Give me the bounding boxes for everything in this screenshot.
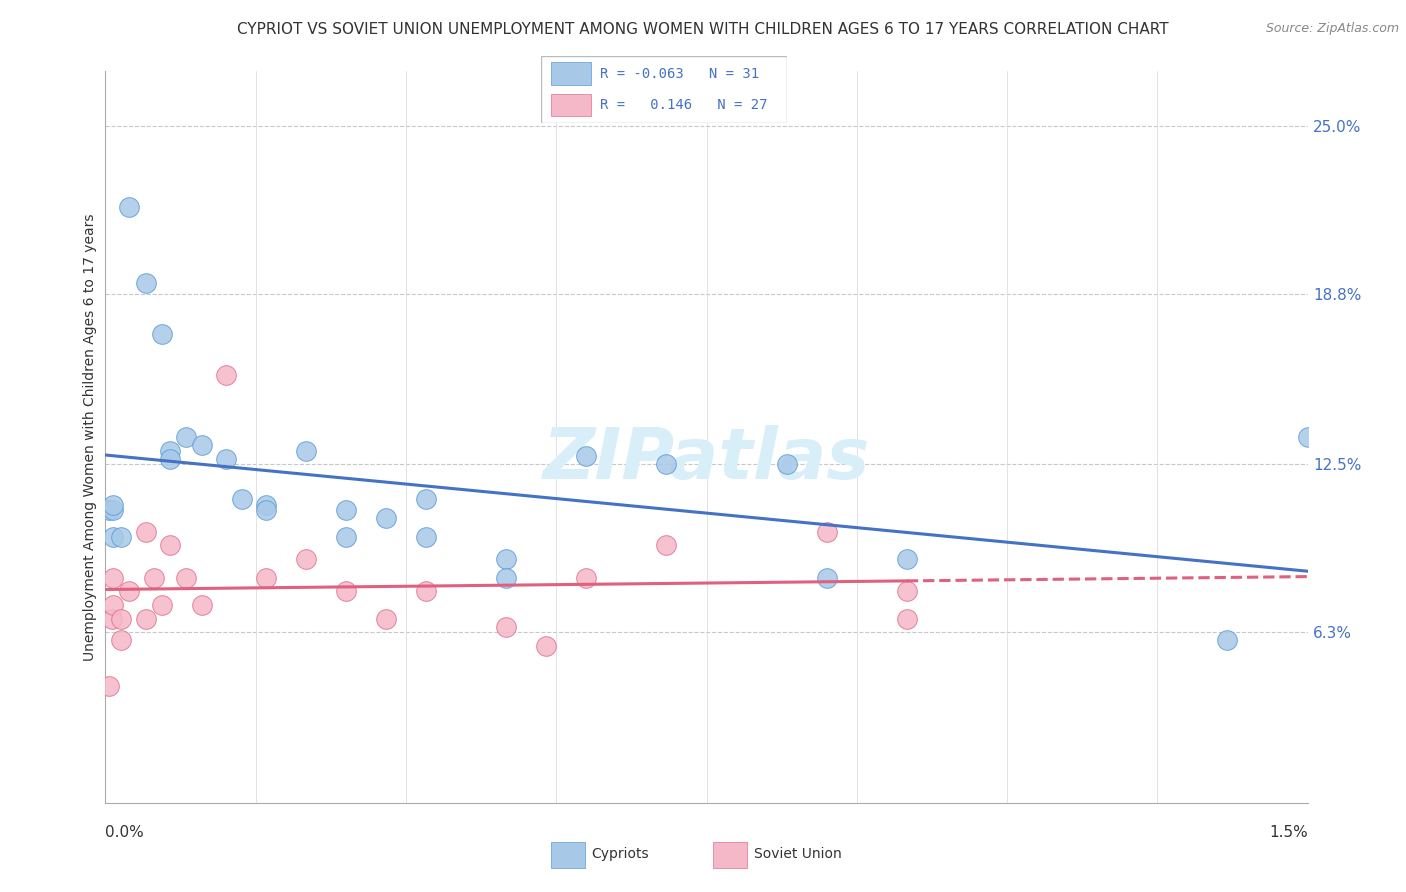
Point — [214, 368, 236, 382]
Point — [101, 611, 124, 625]
Point — [254, 571, 277, 585]
Point — [110, 611, 132, 625]
Text: Soviet Union: Soviet Union — [754, 847, 841, 861]
Point — [135, 524, 157, 539]
Point — [575, 571, 598, 585]
Point — [415, 584, 437, 599]
Point — [896, 584, 918, 599]
Point — [295, 552, 318, 566]
Bar — [551, 842, 585, 868]
Point — [495, 571, 517, 585]
Point — [776, 457, 799, 471]
Point — [896, 552, 918, 566]
Text: 1.5%: 1.5% — [1268, 825, 1308, 840]
Point — [415, 492, 437, 507]
Point — [159, 538, 181, 552]
Point — [98, 679, 121, 693]
Point — [103, 598, 125, 612]
Text: 0.0%: 0.0% — [105, 825, 145, 840]
Point — [1216, 633, 1239, 648]
Y-axis label: Unemployment Among Women with Children Ages 6 to 17 years: Unemployment Among Women with Children A… — [83, 213, 97, 661]
Point — [374, 611, 398, 625]
Text: CYPRIOT VS SOVIET UNION UNEMPLOYMENT AMONG WOMEN WITH CHILDREN AGES 6 TO 17 YEAR: CYPRIOT VS SOVIET UNION UNEMPLOYMENT AMO… — [238, 22, 1168, 37]
Point — [98, 503, 121, 517]
Point — [135, 611, 157, 625]
Point — [231, 492, 253, 507]
Point — [118, 200, 141, 214]
Point — [374, 511, 398, 525]
Point — [150, 598, 173, 612]
Point — [534, 639, 557, 653]
Point — [254, 498, 277, 512]
Point — [118, 584, 141, 599]
Point — [415, 530, 437, 544]
Point — [495, 552, 517, 566]
Point — [103, 498, 125, 512]
Text: R =   0.146   N = 27: R = 0.146 N = 27 — [600, 98, 768, 112]
Point — [110, 530, 132, 544]
Point — [295, 443, 318, 458]
Point — [896, 611, 918, 625]
Point — [142, 571, 165, 585]
Point — [103, 530, 125, 544]
Point — [575, 449, 598, 463]
Point — [150, 327, 173, 342]
FancyBboxPatch shape — [541, 56, 787, 123]
Point — [159, 443, 181, 458]
Point — [135, 276, 157, 290]
Point — [174, 430, 197, 444]
Text: ZIPatlas: ZIPatlas — [543, 425, 870, 493]
Point — [1296, 430, 1319, 444]
Point — [190, 598, 212, 612]
Bar — [713, 842, 747, 868]
Bar — [551, 62, 591, 85]
Point — [159, 451, 181, 466]
Point — [495, 620, 517, 634]
Point — [254, 503, 277, 517]
Point — [655, 538, 678, 552]
Bar — [551, 94, 591, 116]
Text: Source: ZipAtlas.com: Source: ZipAtlas.com — [1265, 22, 1399, 36]
Point — [335, 530, 357, 544]
Point — [103, 503, 125, 517]
Point — [335, 584, 357, 599]
Text: R = -0.063   N = 31: R = -0.063 N = 31 — [600, 67, 759, 80]
Point — [174, 571, 197, 585]
Text: Cypriots: Cypriots — [592, 847, 650, 861]
Point — [110, 633, 132, 648]
Point — [815, 571, 838, 585]
Point — [214, 451, 236, 466]
Point — [103, 571, 125, 585]
Point — [190, 438, 212, 452]
Point — [335, 503, 357, 517]
Point — [815, 524, 838, 539]
Point — [655, 457, 678, 471]
